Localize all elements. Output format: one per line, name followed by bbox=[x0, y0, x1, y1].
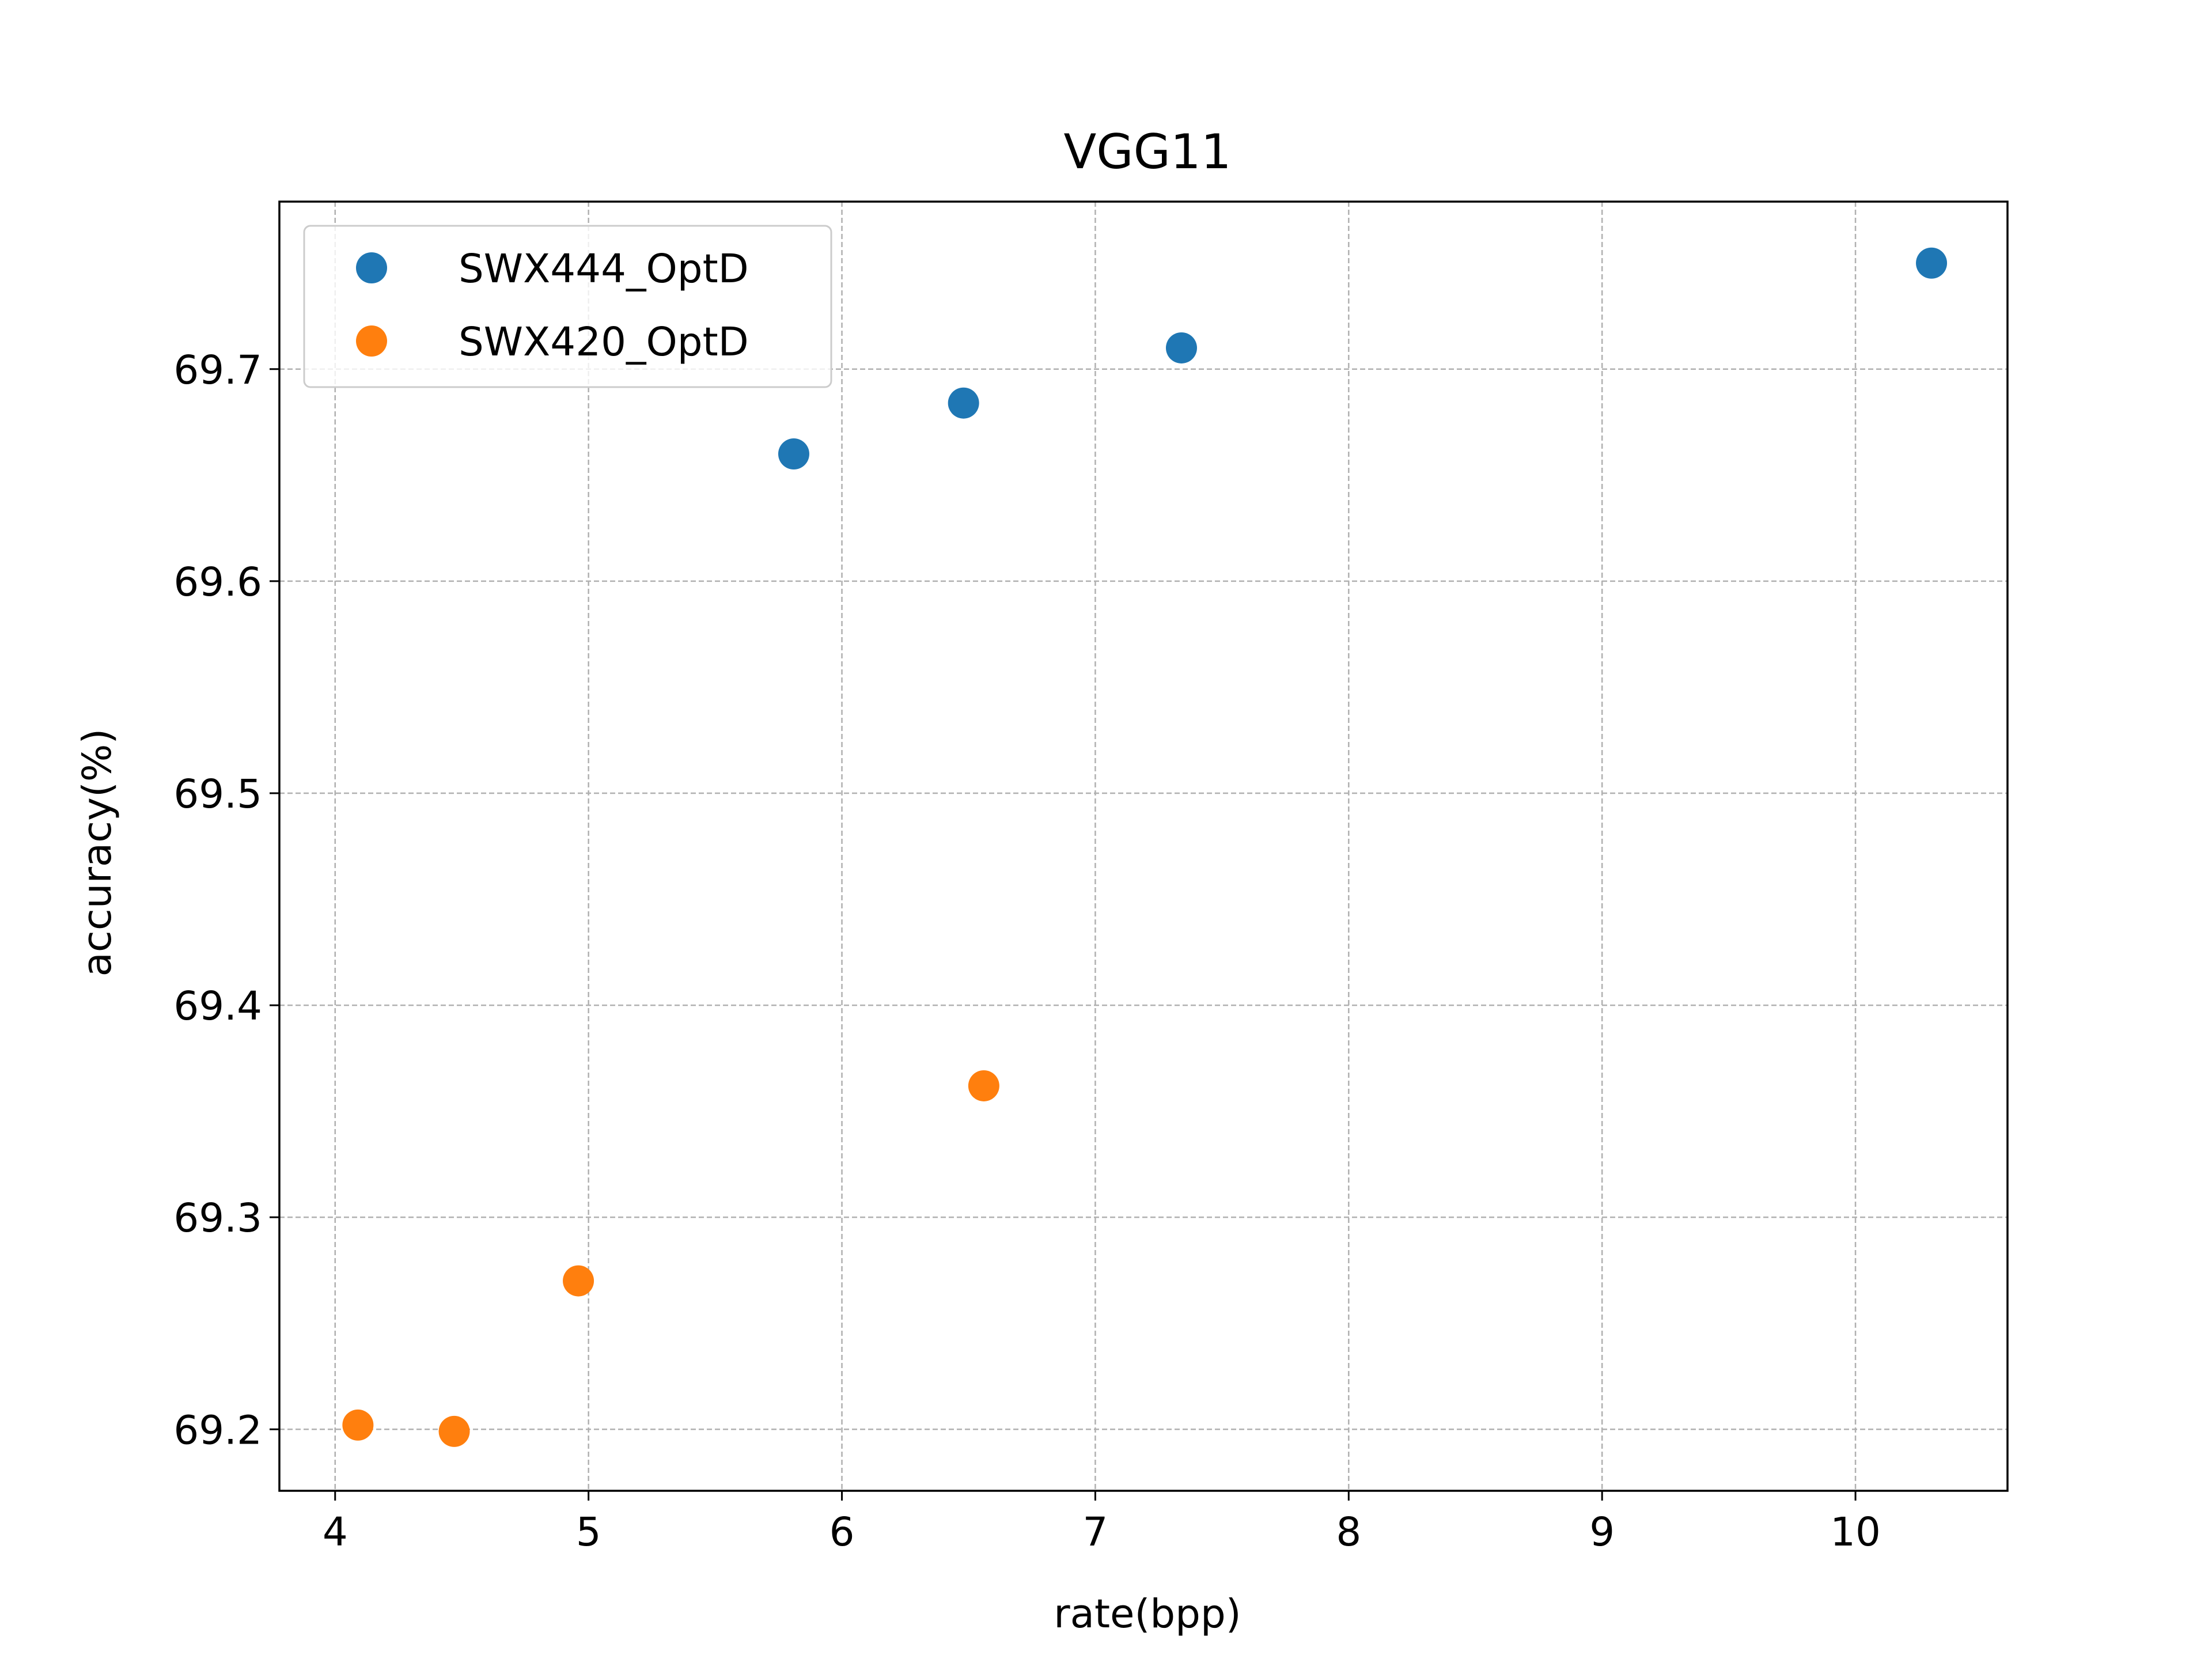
data-point bbox=[438, 1415, 470, 1447]
axis-ticks: 4 5 6 7 8 9 10 69.2 69.3 69.4 69.5 69.6 69.7 bbox=[173, 347, 1881, 1555]
y-axis-label: accuracy(%) bbox=[74, 729, 120, 977]
data-point bbox=[778, 438, 809, 470]
data-point bbox=[342, 1409, 374, 1441]
y-tick-label: 69.7 bbox=[173, 347, 262, 393]
legend-marker bbox=[356, 325, 387, 357]
y-tick-label: 69.6 bbox=[173, 559, 262, 605]
data-point bbox=[948, 387, 979, 419]
y-tick-label: 69.4 bbox=[173, 983, 262, 1029]
x-tick-label: 4 bbox=[323, 1509, 348, 1555]
x-tick-label: 6 bbox=[830, 1509, 855, 1555]
x-tick-label: 8 bbox=[1336, 1509, 1361, 1555]
data-point bbox=[1165, 332, 1197, 363]
x-axis-label: rate(bpp) bbox=[1054, 1591, 1241, 1637]
legend-label: SWX420_OptD bbox=[459, 319, 749, 365]
x-tick-label: 9 bbox=[1589, 1509, 1615, 1555]
legend-box bbox=[303, 225, 832, 388]
data-points bbox=[342, 247, 1948, 1447]
y-tick-label: 69.3 bbox=[173, 1195, 262, 1241]
x-tick-label: 10 bbox=[1830, 1509, 1881, 1555]
series-SWX444_OptD bbox=[778, 247, 1948, 470]
grid bbox=[279, 202, 2008, 1491]
x-tick-label: 7 bbox=[1082, 1509, 1108, 1555]
x-tick-label: 5 bbox=[576, 1509, 601, 1555]
data-point bbox=[563, 1265, 594, 1297]
legend: SWX444_OptD SWX420_OptD bbox=[303, 225, 832, 388]
plot-frame bbox=[278, 200, 2009, 1492]
series-SWX420_OptD bbox=[342, 1070, 999, 1447]
y-tick-label: 69.2 bbox=[173, 1407, 262, 1453]
y-tick-label: 69.5 bbox=[173, 771, 262, 817]
legend-label: SWX444_OptD bbox=[459, 246, 749, 292]
data-point bbox=[968, 1070, 999, 1101]
data-point bbox=[1916, 247, 1948, 279]
chart-title: VGG11 bbox=[1063, 124, 1231, 180]
legend-marker bbox=[356, 252, 387, 283]
